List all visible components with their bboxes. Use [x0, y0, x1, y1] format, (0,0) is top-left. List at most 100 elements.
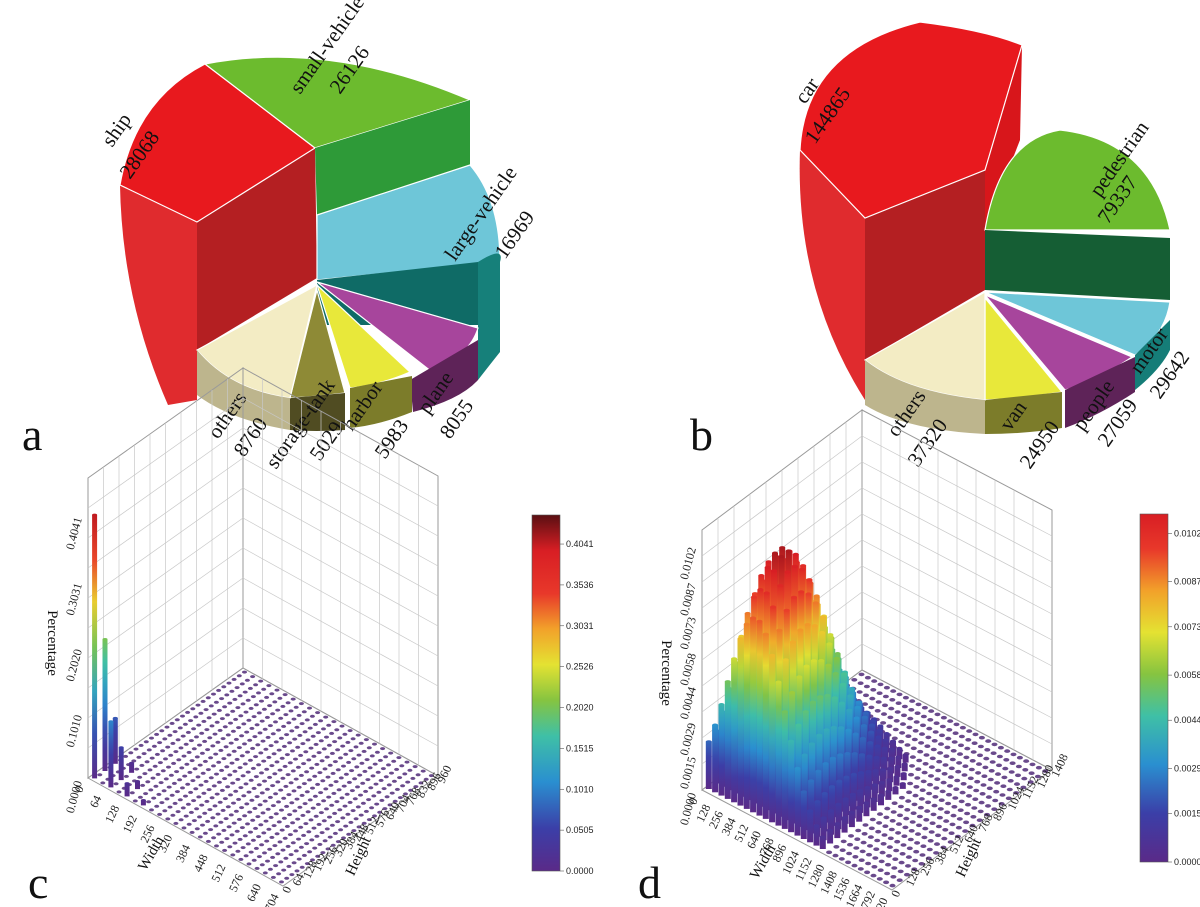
bar3d-d-bar-cap	[900, 772, 907, 776]
bar3d-d-bar-cap	[835, 802, 842, 806]
bar3d-d-floor-marker	[1013, 791, 1020, 795]
bar3d-c-floor-marker	[216, 780, 222, 784]
bar3d-d-floor-marker	[1003, 758, 1010, 762]
bar3d-d-bar	[835, 804, 842, 830]
bar3d-c-floor-marker	[163, 777, 169, 781]
bar3d-c-floor-marker	[363, 738, 369, 742]
bar3d-c-floor-marker	[342, 732, 348, 736]
bar3d-c-floor-marker	[326, 795, 332, 799]
bar3d-c-y-tick-label: 576	[372, 807, 392, 829]
bar3d-c-floor-marker	[283, 856, 289, 860]
bar3d-c-floor-marker	[208, 704, 214, 708]
bar3d-d-floor-marker	[969, 759, 976, 763]
bar3d-d-bar	[886, 779, 893, 792]
bar3d-c-floor-marker	[222, 777, 228, 781]
bar3d-d-grid-line	[861, 435, 1053, 537]
bar3d-c-floor-marker	[340, 744, 346, 748]
bar3d-d-bar-cap	[821, 791, 828, 795]
bar3d-d-z-tick-label: 0.0029	[677, 721, 699, 756]
bar3d-d-floor-marker	[899, 731, 906, 735]
bar3d-c-floor-marker	[264, 695, 270, 699]
bar3d-d-bar-cap	[848, 687, 855, 691]
bar3d-d-floor-marker	[892, 727, 899, 732]
bar3d-c-floor-marker	[156, 792, 162, 796]
bar3d-c-floor-marker	[281, 724, 287, 728]
bar3d-c-floor-marker	[287, 813, 293, 817]
bar3d-d-floor-marker	[934, 842, 940, 846]
bar3d-c-floor-marker	[132, 799, 138, 803]
bar3d-d-floor-marker	[1001, 775, 1008, 780]
pie-a-slice-small-vehicle	[203, 56, 472, 149]
bar3d-c-floor-marker	[267, 775, 273, 779]
bar3d-d-bar	[762, 634, 769, 819]
bar3d-c-floor-marker	[313, 742, 319, 746]
bar3d-c-floor-marker	[188, 790, 194, 794]
bar3d-c-floor-marker	[370, 774, 376, 778]
bar3d-d-bar-cap	[841, 816, 848, 819]
bar3d-c-floor-marker	[360, 781, 366, 785]
bar3d-c-floor-marker	[301, 782, 307, 786]
bar3d-c-floor-marker	[271, 824, 277, 828]
bar3d-c-x-tick-label: 640	[244, 882, 264, 904]
bar3d-c-floor-marker	[318, 811, 324, 815]
bar3d-d-floor-marker	[882, 824, 889, 828]
bar3d-d-floor-marker	[876, 691, 883, 695]
bar3d-c-floor-marker	[366, 798, 372, 802]
bar3d-c-floor-marker	[374, 750, 380, 754]
bar3d-c-floor-marker	[166, 785, 172, 789]
bar3d-d-bar-cap	[819, 630, 826, 634]
bar3d-d-floor-marker	[883, 815, 890, 820]
bar3d-c-floor-marker	[297, 805, 303, 809]
bar3d-c-floor-marker	[245, 750, 250, 754]
bar3d-c-floor-marker	[282, 693, 288, 697]
bar3d-d-floor-marker	[870, 688, 877, 692]
bar3d-c-floor-marker	[240, 774, 246, 778]
bar3d-d-floor-marker	[896, 822, 902, 826]
bar3d-d-bar-cap	[781, 710, 788, 714]
bar3d-d-floor-marker	[961, 773, 968, 777]
bar3d-d-floor-marker	[939, 733, 945, 738]
bar3d-c-floor-marker	[403, 792, 408, 796]
bar3d-d-floor-marker	[928, 774, 934, 778]
bar3d-c-floor-marker	[216, 760, 222, 764]
bar3d-d-bar-cap	[829, 785, 835, 788]
bar3d-c-floor-marker	[262, 799, 268, 803]
bar3d-c-floor-marker	[318, 791, 324, 795]
bar3d-c-floor-marker	[361, 749, 367, 753]
bar3d-c-floor-marker	[274, 760, 280, 764]
bar3d-c-floor-marker	[315, 731, 321, 735]
bar3d-c-floor-marker	[225, 785, 231, 789]
bar3d-c-floor-marker	[279, 808, 284, 812]
bar3d-c-x-tick-label: 576	[226, 872, 246, 894]
bar3d-c-floor-marker	[187, 770, 193, 774]
bar3d-c-floor-marker	[243, 854, 249, 858]
bar3d-c-floor-marker	[278, 860, 284, 864]
bar3d-c-floor-marker	[239, 682, 245, 686]
bar3d-d-floor-marker	[890, 810, 897, 814]
bar3d-d-floor-marker	[966, 785, 973, 789]
bar3d-c-floor-marker	[273, 792, 279, 796]
bar3d-c-bar-cap	[102, 638, 108, 641]
bar3d-d-floor-marker	[1028, 771, 1035, 775]
bar3d-d-bar-cap	[820, 615, 826, 619]
bar3d-c-floor-marker	[308, 818, 314, 822]
bar3d-c-floor-marker	[229, 833, 235, 837]
bar3d-c-floor-marker	[190, 707, 196, 711]
bar3d-c-floor-marker	[273, 864, 279, 868]
bar3d-c-floor-marker	[284, 876, 290, 880]
bar3d-c-floor-marker	[400, 784, 406, 788]
bar3d-d-y-tick-label: 384	[932, 844, 952, 866]
bar3d-c-y-tick-label: 960	[434, 763, 454, 785]
bar3d-d-bar-cap	[840, 682, 846, 686]
bar3d-c-floor-marker	[184, 762, 190, 766]
bar3d-c-floor-marker	[287, 761, 293, 765]
bar3d-c-floor-marker	[144, 760, 150, 764]
bar3d-c-floor-marker	[276, 872, 282, 876]
bar3d-c-floor-marker	[283, 784, 289, 788]
bar3d-c-floor-marker	[347, 729, 353, 733]
bar3d-c-floor-marker	[325, 775, 331, 779]
bar3d-c-floor-marker	[204, 728, 210, 732]
bar3d-d-floor-marker	[981, 774, 988, 778]
bar3d-c-floor-marker	[309, 838, 315, 842]
